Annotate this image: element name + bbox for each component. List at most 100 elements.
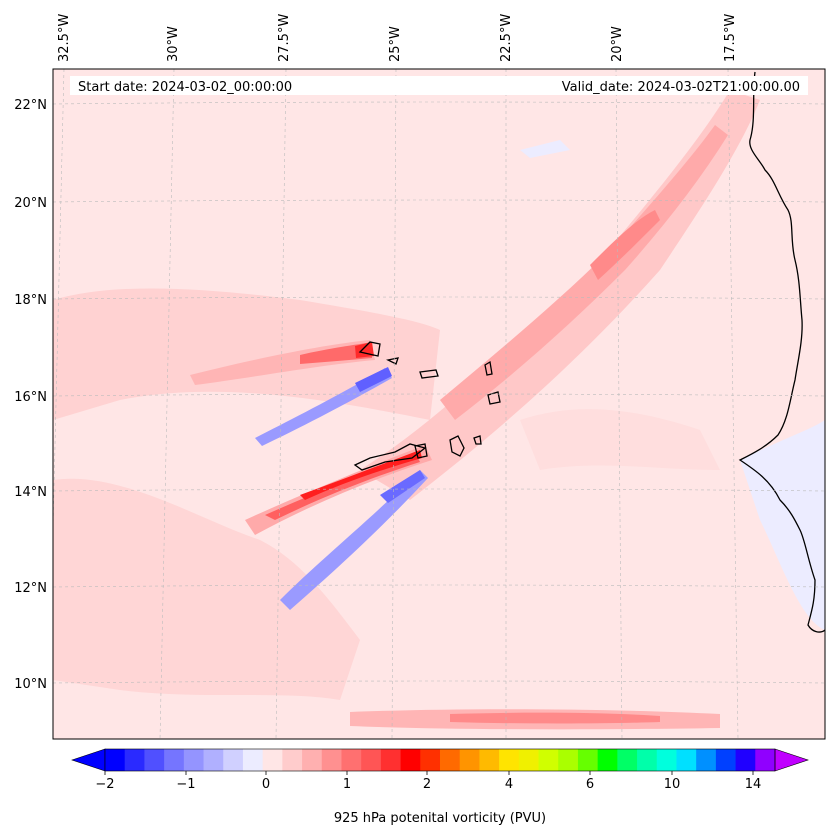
colorbar-cell xyxy=(577,749,599,771)
colorbar-cell xyxy=(420,749,441,771)
pv-neg-streak-north-core xyxy=(355,367,392,392)
colorbar-cell xyxy=(459,749,480,771)
lat-label: 22°N xyxy=(14,98,47,113)
lon-label: 32.5°W xyxy=(57,14,72,62)
colorbar-cell xyxy=(302,749,323,771)
pv-region-light-south xyxy=(53,478,360,700)
colorbar: −2 −1 0 1 2 4 6 10 14 925 hPa potenital vorticit… xyxy=(71,748,809,826)
parallel-12n xyxy=(53,584,825,588)
colorbar-tick-label: 1 xyxy=(343,777,351,792)
latitude-labels: 22°N 20°N 18°N 16°N 14°N 12°N 10°N xyxy=(14,98,47,692)
colorbar-cells xyxy=(105,749,776,771)
colorbar-cell xyxy=(203,749,224,771)
parallel-22n xyxy=(53,101,825,105)
colorbar-cell xyxy=(223,749,244,771)
parallel-18n xyxy=(53,296,825,300)
colorbar-tick-label: −1 xyxy=(176,777,195,792)
colorbar-outline xyxy=(104,748,776,772)
colorbar-cell xyxy=(715,749,737,771)
colorbar-cell xyxy=(558,749,579,771)
pv-band-south-core xyxy=(450,712,660,724)
colorbar-cell xyxy=(696,749,717,771)
africa-coastline xyxy=(738,71,825,633)
colorbar-cell xyxy=(479,749,500,771)
colorbar-tick-label: 4 xyxy=(505,777,513,792)
pv-region-light-west xyxy=(53,288,440,420)
colorbar-cell xyxy=(321,749,342,771)
map-border xyxy=(52,68,826,740)
pv-streak-north-core xyxy=(300,342,372,364)
colorbar-cell xyxy=(755,749,776,771)
island-sao-nicolau xyxy=(419,369,439,379)
colorbar-cell xyxy=(676,749,697,771)
lat-label: 12°N xyxy=(14,581,47,596)
parallel-20n xyxy=(53,199,825,203)
colorbar-cell xyxy=(656,749,677,771)
colorbar-cell xyxy=(538,749,559,771)
colorbar-tick-label: 2 xyxy=(423,777,431,792)
map-panel: Start date: 2024-03-02_00:00:00 Valid_da… xyxy=(14,14,826,740)
meridian-30w xyxy=(159,69,175,739)
colorbar-cell xyxy=(282,749,303,771)
start-date-label: Start date: 2024-03-02_00:00:00 xyxy=(78,80,292,95)
title-strip xyxy=(70,76,808,95)
valid-date-label: Valid_date: 2024-03-02T21:00:00.00 xyxy=(562,80,800,95)
island-santiago xyxy=(449,435,465,457)
pv-neg-streak-south xyxy=(280,470,428,610)
colorbar-cell xyxy=(341,749,362,771)
colorbar-cell xyxy=(597,749,618,771)
colorbar-ticks: −2 −1 0 1 2 4 6 10 14 xyxy=(95,771,761,792)
lon-label: 30°W xyxy=(166,26,181,62)
colorbar-cell xyxy=(105,749,126,771)
lat-label: 14°N xyxy=(14,485,47,500)
colorbar-cell xyxy=(518,749,540,771)
parallel-14n xyxy=(53,488,825,492)
colorbar-cell xyxy=(164,749,185,771)
island-sal xyxy=(484,360,493,376)
colorbar-cell xyxy=(361,749,382,771)
colorbar-label: 925 hPa potenital vorticity (PVU) xyxy=(334,811,546,826)
colorbar-cell xyxy=(242,749,264,771)
island-boa-vista xyxy=(487,391,501,405)
colorbar-cell xyxy=(124,749,145,771)
lon-label: 17.5°W xyxy=(723,14,738,62)
lat-label: 10°N xyxy=(14,677,47,692)
parallel-16n xyxy=(53,393,825,397)
pv-neg-patch-north xyxy=(520,140,570,158)
colorbar-cell xyxy=(440,749,461,771)
parallel-10n xyxy=(53,680,825,684)
colorbar-cell xyxy=(735,749,756,771)
coastlines xyxy=(353,71,825,633)
lat-label: 18°N xyxy=(14,293,47,308)
lat-label: 20°N xyxy=(14,196,47,211)
colorbar-cell xyxy=(380,749,402,771)
lat-label: 16°N xyxy=(14,390,47,405)
colorbar-tick-label: 6 xyxy=(586,777,594,792)
island-santo-antao xyxy=(358,341,381,357)
pv-band-core xyxy=(590,210,660,280)
pv-neg-patch-coast xyxy=(740,420,825,630)
pv-field xyxy=(53,69,825,739)
pv-streak-south-core xyxy=(300,450,422,500)
colorbar-tick-label: 0 xyxy=(262,777,270,792)
colorbar-cell xyxy=(637,749,658,771)
lon-label: 20°W xyxy=(610,26,625,62)
colorbar-cell xyxy=(400,749,421,771)
meridian-25w xyxy=(391,69,397,739)
meridian-20w xyxy=(615,69,623,739)
colorbar-over-arrow xyxy=(774,748,809,772)
meridian-27-5w xyxy=(275,69,287,739)
colorbar-cell xyxy=(617,749,638,771)
island-brava xyxy=(353,443,427,471)
pv-region-light-east xyxy=(520,409,720,470)
colorbar-under-arrow xyxy=(71,748,106,772)
colorbar-cell xyxy=(262,749,283,771)
colorbar-cell xyxy=(499,749,520,771)
colorbar-tick-label: 10 xyxy=(664,777,681,792)
colorbar-cell xyxy=(144,749,165,771)
lon-label: 25°W xyxy=(388,26,403,62)
gridlines xyxy=(53,69,825,739)
lon-label: 27.5°W xyxy=(277,14,292,62)
pv-neg-streak-south-core xyxy=(380,470,425,503)
colorbar-tick-label: −2 xyxy=(95,777,114,792)
